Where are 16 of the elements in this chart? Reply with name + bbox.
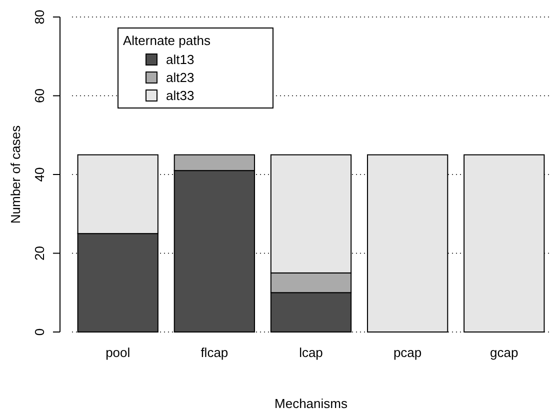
x-tick-label: flcap bbox=[200, 345, 228, 360]
x-tick-label: gcap bbox=[490, 345, 518, 360]
y-axis-title: Number of cases bbox=[8, 124, 23, 224]
legend-label: alt13 bbox=[166, 52, 194, 67]
x-axis-title: Mechanisms bbox=[274, 396, 348, 411]
y-tick-label: 40 bbox=[32, 167, 47, 182]
y-tick-label: 0 bbox=[32, 328, 47, 336]
legend-label: alt33 bbox=[166, 88, 194, 103]
y-tick-label: 60 bbox=[32, 88, 47, 103]
legend-label: alt23 bbox=[166, 70, 194, 85]
x-tick-label: lcap bbox=[299, 345, 323, 360]
x-tick-label: pool bbox=[106, 345, 130, 360]
legend-title: Alternate paths bbox=[123, 33, 211, 48]
y-tick-label: 20 bbox=[32, 246, 47, 260]
y-tick-label: 80 bbox=[32, 10, 47, 24]
x-tick-label: pcap bbox=[393, 345, 422, 360]
